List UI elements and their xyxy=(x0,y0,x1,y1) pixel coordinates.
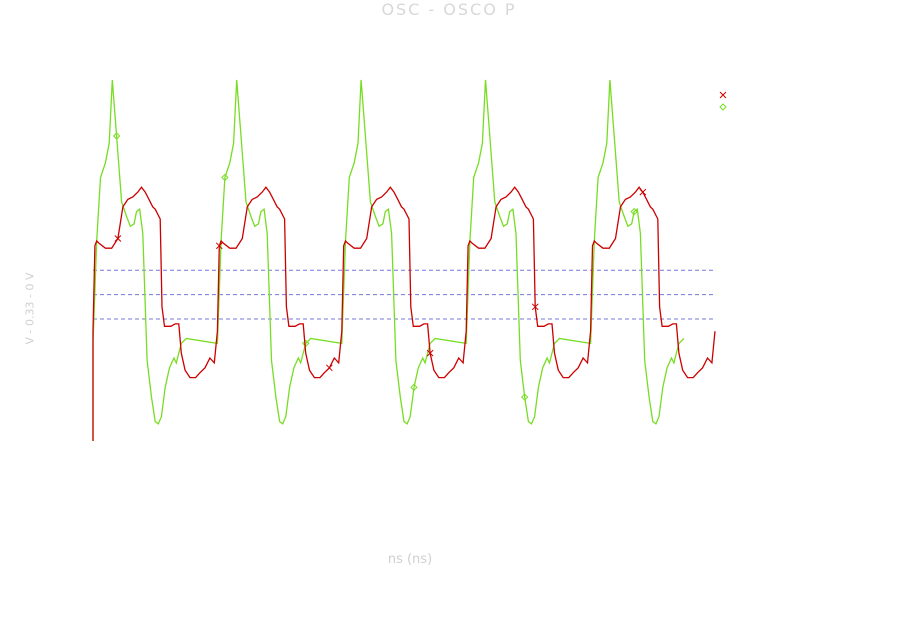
series-2-marker xyxy=(630,207,638,216)
series-2-marker xyxy=(112,132,121,140)
series-1-marker xyxy=(114,235,122,242)
series-1-marker xyxy=(531,303,539,311)
series-2-marker xyxy=(520,393,529,401)
series-1-line xyxy=(92,186,716,441)
series-1-marker xyxy=(326,364,333,372)
series-1-marker xyxy=(426,349,434,357)
legend-marker-2 xyxy=(719,103,727,111)
series-2-marker xyxy=(410,383,418,392)
series-1-marker xyxy=(639,188,647,196)
x-axis-label: ns (ns) xyxy=(387,552,433,567)
chart-title: OSC - OSCO P xyxy=(381,0,517,19)
series-2-line xyxy=(92,79,685,441)
series-1-marker xyxy=(215,242,223,250)
series-2-marker xyxy=(221,173,229,182)
legend-marker-1 xyxy=(719,91,727,99)
